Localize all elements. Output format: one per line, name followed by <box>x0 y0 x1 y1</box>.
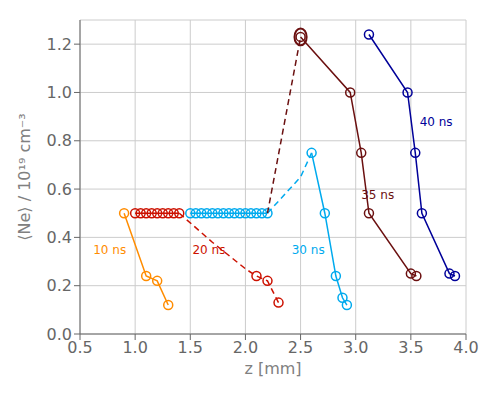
svg-text:1.0: 1.0 <box>122 338 147 357</box>
svg-text:1.2: 1.2 <box>47 35 72 54</box>
svg-text:0.6: 0.6 <box>47 180 72 199</box>
svg-text:4.0: 4.0 <box>453 338 478 357</box>
svg-text:2.0: 2.0 <box>233 338 258 357</box>
svg-text:35 ns: 35 ns <box>361 188 394 202</box>
svg-text:0.8: 0.8 <box>47 131 72 150</box>
svg-text:0.4: 0.4 <box>47 228 72 247</box>
svg-text:0.0: 0.0 <box>47 325 72 344</box>
svg-text:30 ns: 30 ns <box>292 243 325 257</box>
svg-text:0.5: 0.5 <box>67 338 93 358</box>
svg-text:0.2: 0.2 <box>47 276 72 295</box>
svg-text:20 ns: 20 ns <box>192 243 225 257</box>
svg-text:2.5: 2.5 <box>288 338 313 357</box>
svg-text:10 ns: 10 ns <box>93 243 126 257</box>
svg-text:1.5: 1.5 <box>178 338 203 357</box>
svg-text:3.5: 3.5 <box>398 338 423 357</box>
svg-text:1.0: 1.0 <box>47 83 72 102</box>
svg-text:⟨Ne⟩ / 10¹⁹ cm⁻³: ⟨Ne⟩ / 10¹⁹ cm⁻³ <box>15 113 34 240</box>
svg-text:3.0: 3.0 <box>343 338 368 357</box>
svg-text:40 ns: 40 ns <box>420 115 453 129</box>
svg-text:z [mm]: z [mm] <box>244 359 301 378</box>
